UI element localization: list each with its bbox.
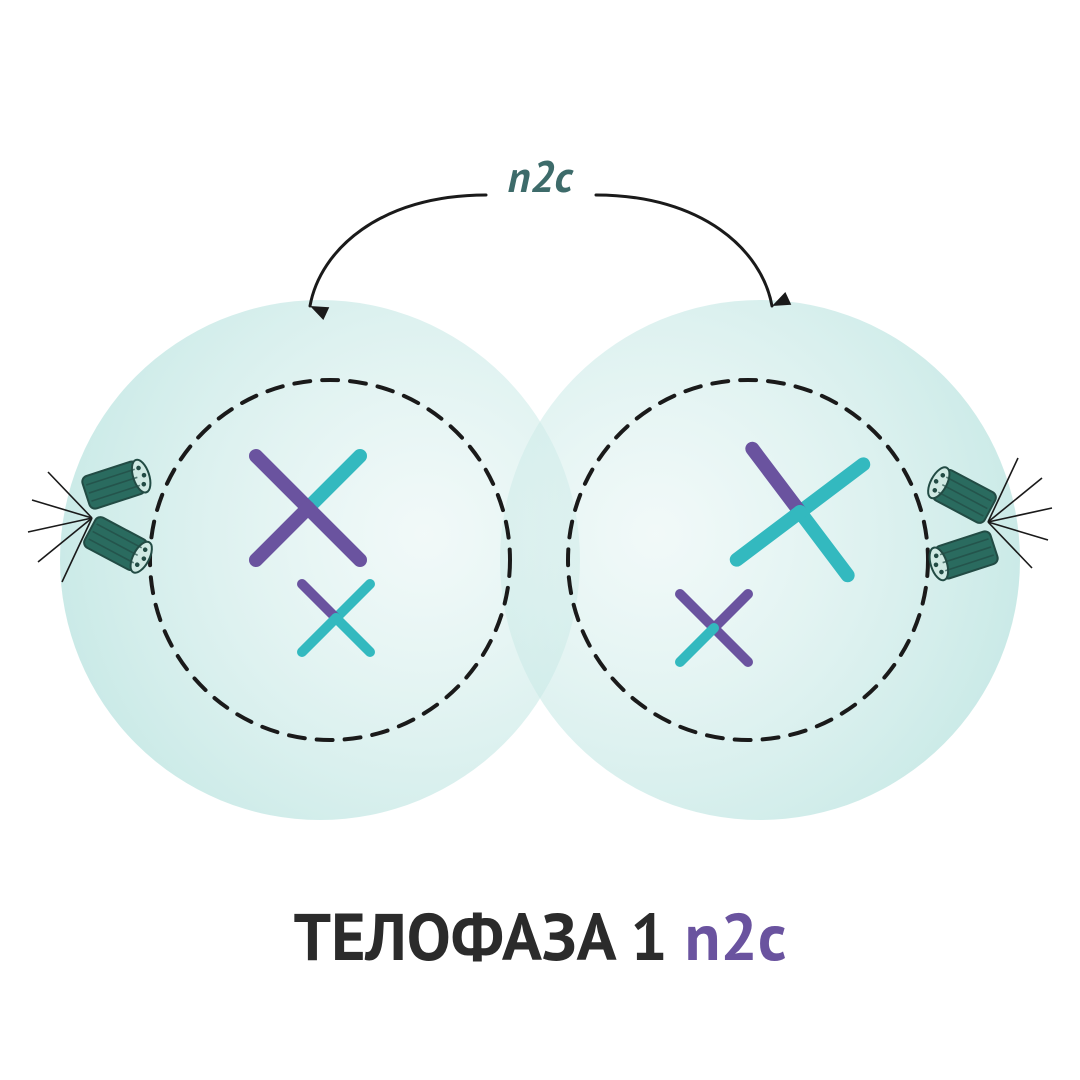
cells bbox=[60, 300, 1020, 820]
title-main: ТЕЛОФАЗА 1 bbox=[294, 894, 685, 979]
diagram-title: ТЕЛОФАЗА 1 n2c bbox=[294, 894, 787, 979]
pointer-arrow-left bbox=[310, 195, 486, 306]
title-accent: n2c bbox=[684, 894, 786, 979]
pointer-arrow-right bbox=[596, 195, 772, 306]
top-formula-label: n2c bbox=[507, 148, 574, 205]
